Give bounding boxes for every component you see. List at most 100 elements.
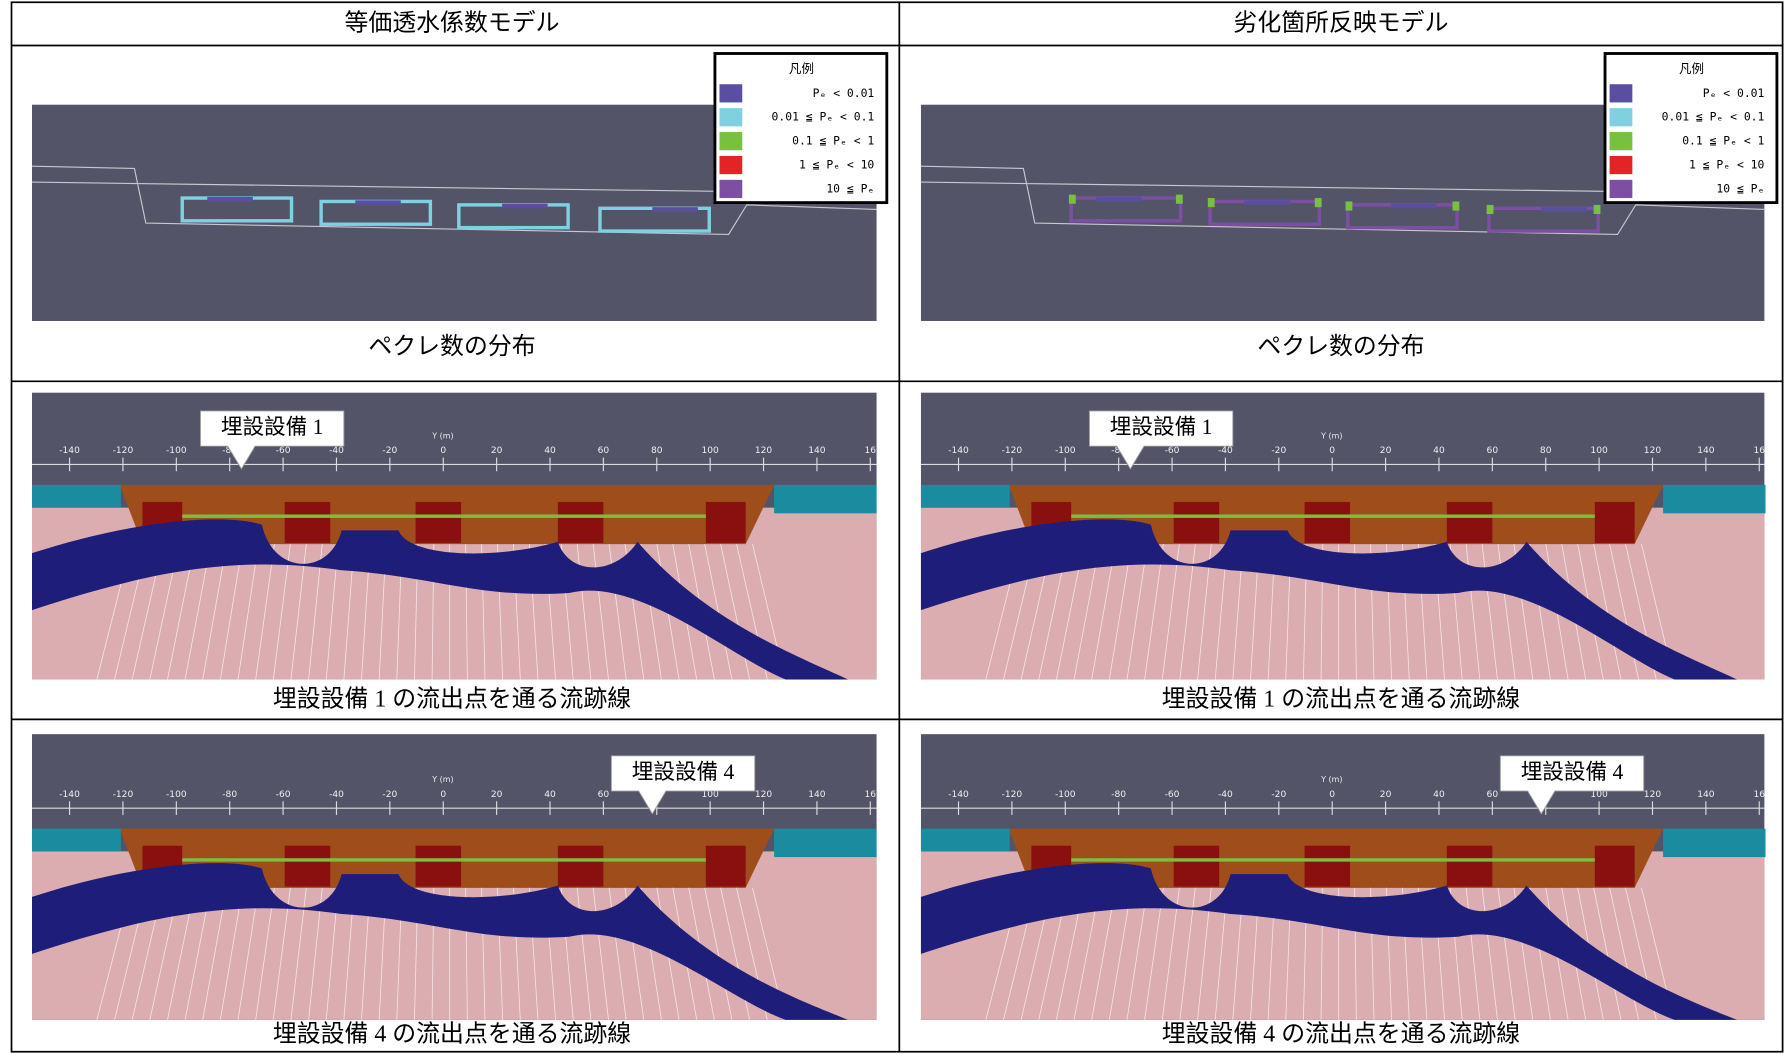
callout-label: 埋設設備 1 xyxy=(221,415,324,439)
axis-tick-label: 80 xyxy=(1540,446,1552,456)
red-zone xyxy=(705,845,746,887)
red-zone xyxy=(1173,501,1220,543)
flow-line xyxy=(704,543,733,680)
streamline-band xyxy=(920,519,1738,680)
axis-tick-label: 60 xyxy=(598,446,610,456)
flow-line xyxy=(255,887,275,1020)
axis-tick-label: -60 xyxy=(276,790,291,800)
degraded-joint xyxy=(1452,201,1460,211)
legend-label: 10 ≦ Pₑ xyxy=(1716,181,1764,195)
axis-tick-label: -20 xyxy=(1271,790,1286,800)
green-strip xyxy=(1071,858,1595,862)
axis-tick-label: 0 xyxy=(440,446,446,456)
facility-top xyxy=(502,203,548,209)
degraded-joint xyxy=(1175,194,1183,204)
axis-tick-label: 140 xyxy=(808,446,826,456)
flow-line xyxy=(1126,544,1148,680)
legend-label: 10 ≦ Pₑ xyxy=(826,181,874,195)
legend-swatch xyxy=(1609,179,1633,199)
flow-line xyxy=(1161,544,1180,680)
axis-tick-label: 80 xyxy=(651,446,663,456)
callout-label: 埋設設備 4 xyxy=(632,760,735,784)
caption: 埋設設備 1 の流出点を通る流跡線 xyxy=(1162,686,1520,713)
legend-swatch xyxy=(1609,84,1633,103)
legend-swatch xyxy=(1609,132,1633,151)
flow-line xyxy=(1481,544,1498,680)
axis-tick-label: 40 xyxy=(544,790,556,800)
axis-tick-label: -20 xyxy=(382,446,397,456)
red-zone xyxy=(1304,501,1351,543)
flow-line xyxy=(1481,887,1498,1020)
degraded-joint xyxy=(1345,201,1353,211)
facility-top xyxy=(1391,203,1437,209)
legend-box xyxy=(713,52,889,205)
degraded-joint xyxy=(1486,204,1494,214)
red-zone xyxy=(284,501,331,543)
teal-right xyxy=(1663,484,1766,514)
axis-tick-label: -60 xyxy=(276,446,291,456)
axis-label: Y (m) xyxy=(1320,775,1342,784)
flow-line xyxy=(1126,887,1148,1020)
legend-label: 0.01 ≦ Pₑ < 0.1 xyxy=(772,110,875,124)
legend-swatch xyxy=(719,84,743,103)
caption: 埋設設備 1 の流出点を通る流跡線 xyxy=(273,686,631,713)
axis-tick-label: -80 xyxy=(222,446,237,456)
facility-top xyxy=(1096,196,1142,202)
flow-line xyxy=(219,887,243,1020)
axis-tick-label: 20 xyxy=(1380,790,1392,800)
degraded-joint xyxy=(1314,198,1322,208)
red-zone xyxy=(1446,845,1493,887)
teal-left xyxy=(920,484,1010,508)
flow-line xyxy=(1179,887,1196,1020)
axis-tick-label: -100 xyxy=(1055,790,1076,800)
axis-tick-label: 120 xyxy=(1644,790,1662,800)
degraded-joint xyxy=(1593,204,1601,214)
axis-tick-label: 120 xyxy=(755,446,773,456)
axis-tick-label: -140 xyxy=(948,790,969,800)
red-zone xyxy=(557,501,604,543)
legend-label: Pₑ < 0.01 xyxy=(1703,86,1765,100)
axis-tick-label: -60 xyxy=(1165,446,1180,456)
axis-tick-label: 100 xyxy=(701,790,719,800)
legend-swatch xyxy=(719,108,743,127)
axis-tick-label: -120 xyxy=(113,790,134,800)
callout-label: 埋設設備 4 xyxy=(1521,760,1624,784)
axis-tick-label: -140 xyxy=(59,446,80,456)
axis-tick-label: 40 xyxy=(1433,790,1445,800)
callout-box xyxy=(1499,755,1645,815)
axis-tick-label: 16 xyxy=(865,790,877,800)
degraded-joint xyxy=(1068,194,1076,204)
axis-tick-label: 100 xyxy=(1590,446,1608,456)
callout-box xyxy=(200,410,345,470)
flow-line xyxy=(1108,887,1132,1020)
axis-tick-label: -140 xyxy=(59,790,80,800)
axis-tick-label: -80 xyxy=(1111,790,1126,800)
red-zone xyxy=(1173,845,1220,887)
flow-line xyxy=(1593,543,1622,680)
axis-label: Y (m) xyxy=(1320,431,1342,440)
axis-tick-label: 16 xyxy=(1753,790,1765,800)
axis-tick-label: -20 xyxy=(1271,446,1286,456)
flow-image: Y (m)-140-120-100-80-60-40-2002040608010… xyxy=(31,734,877,1020)
axis-tick-label: 20 xyxy=(1380,446,1392,456)
legend-swatch xyxy=(719,155,743,175)
axis-tick-label: 120 xyxy=(1644,446,1662,456)
callout-box xyxy=(610,755,756,815)
axis-tick-label: 140 xyxy=(1697,790,1715,800)
axis-tick-label: -120 xyxy=(1002,446,1023,456)
flow-line xyxy=(272,887,291,1020)
red-zone xyxy=(557,845,604,887)
teal-right xyxy=(774,484,877,514)
axis-tick-label: 140 xyxy=(1697,446,1715,456)
teal-left xyxy=(920,828,1010,852)
flow-line xyxy=(1108,544,1132,680)
flow-line xyxy=(1593,887,1622,1020)
legend-label: 0.01 ≦ Pₑ < 0.1 xyxy=(1662,110,1765,124)
axis-tick-label: 100 xyxy=(1590,790,1608,800)
axis-tick-label: 40 xyxy=(544,446,556,456)
streamline-band xyxy=(31,519,849,680)
legend-title: 凡例 xyxy=(1679,61,1704,76)
legend-swatch xyxy=(1609,108,1633,127)
